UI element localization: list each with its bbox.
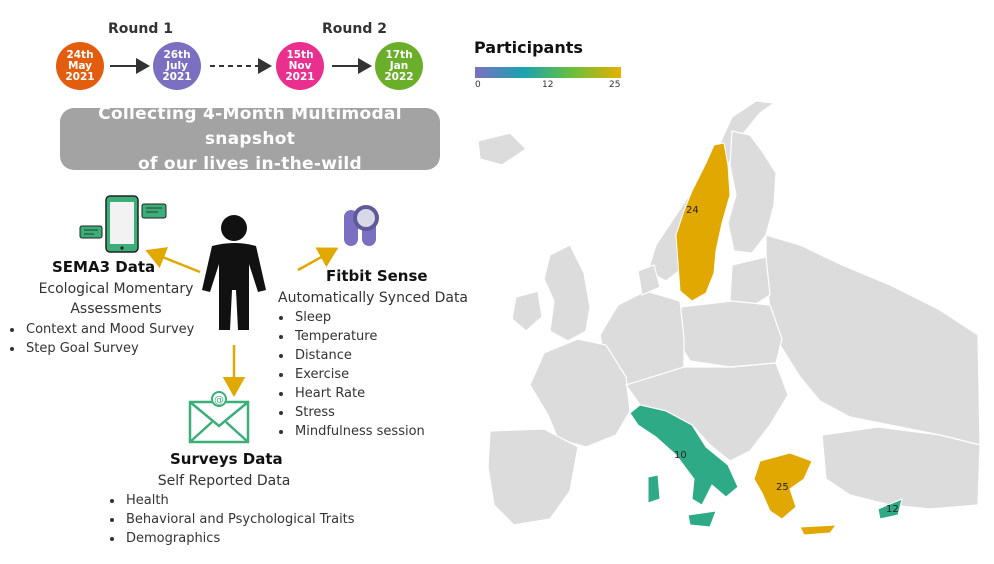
fitbit-list: Sleep Temperature Distance Exercise Hear… xyxy=(277,308,425,441)
map-country-greece xyxy=(753,452,838,536)
collection-banner: Collecting 4-Month Multimodal snapshot o… xyxy=(60,104,440,174)
list-item: Step Goal Survey xyxy=(8,339,194,358)
legend-color-scale xyxy=(475,67,621,78)
list-item: Heart Rate xyxy=(277,384,425,403)
map-country-baltics xyxy=(729,256,771,310)
date-circle-end-round-1: 26th July 2021 xyxy=(153,42,201,90)
list-item: Temperature xyxy=(277,327,425,346)
person-icon xyxy=(202,215,266,330)
map-country-cyprus xyxy=(877,498,903,520)
map-value-label: 12 xyxy=(886,504,899,515)
map-country-iberia xyxy=(487,428,579,526)
surveys-title: Surveys Data xyxy=(170,450,283,468)
arrow-to-fitbit xyxy=(297,247,339,272)
svg-text:@: @ xyxy=(214,395,224,406)
list-item: Mindfulness session xyxy=(277,422,425,441)
map-country-italy xyxy=(629,404,739,528)
legend-title: Participants xyxy=(474,38,583,57)
map-country-turkey xyxy=(821,426,981,510)
map-country-france xyxy=(529,338,631,448)
date-circle-start-round-1: 24th May 2021 xyxy=(56,42,104,90)
legend-tick-min: 0 xyxy=(475,80,481,90)
map-country-ireland xyxy=(511,290,543,332)
date-circle-start-round-2: 15th Nov 2021 xyxy=(276,42,324,90)
arrow-to-sema3 xyxy=(145,247,201,274)
chat-bubble-icon xyxy=(79,203,167,239)
timeline-arrows xyxy=(110,58,372,74)
envelope-icon: @ xyxy=(188,391,250,444)
map-country-denmark xyxy=(637,264,661,296)
map-value-label: 10 xyxy=(674,450,687,461)
map-country-uk xyxy=(543,244,591,342)
date-circle-end-round-2: 17th Jan 2022 xyxy=(375,42,423,90)
sema3-subtitle: Ecological Momentary Assessments xyxy=(38,281,194,317)
map-country-finland xyxy=(727,130,777,254)
legend-tick-mid: 12 xyxy=(542,80,554,90)
sema3-list: Context and Mood Survey Step Goal Survey xyxy=(8,320,194,358)
list-item: Health xyxy=(108,491,355,510)
list-item: Sleep xyxy=(277,308,425,327)
map-value-label: 25 xyxy=(776,482,789,493)
map-country-sweden xyxy=(675,142,731,302)
map-country-poland xyxy=(673,300,783,368)
list-item: Demographics xyxy=(108,529,355,548)
round-2-label: Round 2 xyxy=(322,21,387,37)
diagram-icons: @ xyxy=(79,195,379,444)
map-country-east xyxy=(765,234,981,446)
list-item: Behavioral and Psychological Traits xyxy=(108,510,355,529)
sema3-title: SEMA3 Data xyxy=(52,258,156,276)
map-value-label: 24 xyxy=(686,205,699,216)
list-item: Stress xyxy=(277,403,425,422)
list-item: Exercise xyxy=(277,365,425,384)
round-1-label: Round 1 xyxy=(108,21,173,37)
list-item: Context and Mood Survey xyxy=(8,320,194,339)
surveys-list: Health Behavioral and Psychological Trai… xyxy=(108,491,355,548)
legend-tick-max: 25 xyxy=(609,80,621,90)
surveys-subtitle: Self Reported Data xyxy=(157,473,291,489)
fitbit-subtitle: Automatically Synced Data xyxy=(278,290,469,306)
map-country-iceland xyxy=(477,132,527,166)
europe-map xyxy=(477,100,981,536)
smartwatch-icon xyxy=(344,205,379,246)
smartphone-icon xyxy=(105,195,139,253)
fitbit-title: Fitbit Sense xyxy=(326,267,428,285)
list-item: Distance xyxy=(277,346,425,365)
